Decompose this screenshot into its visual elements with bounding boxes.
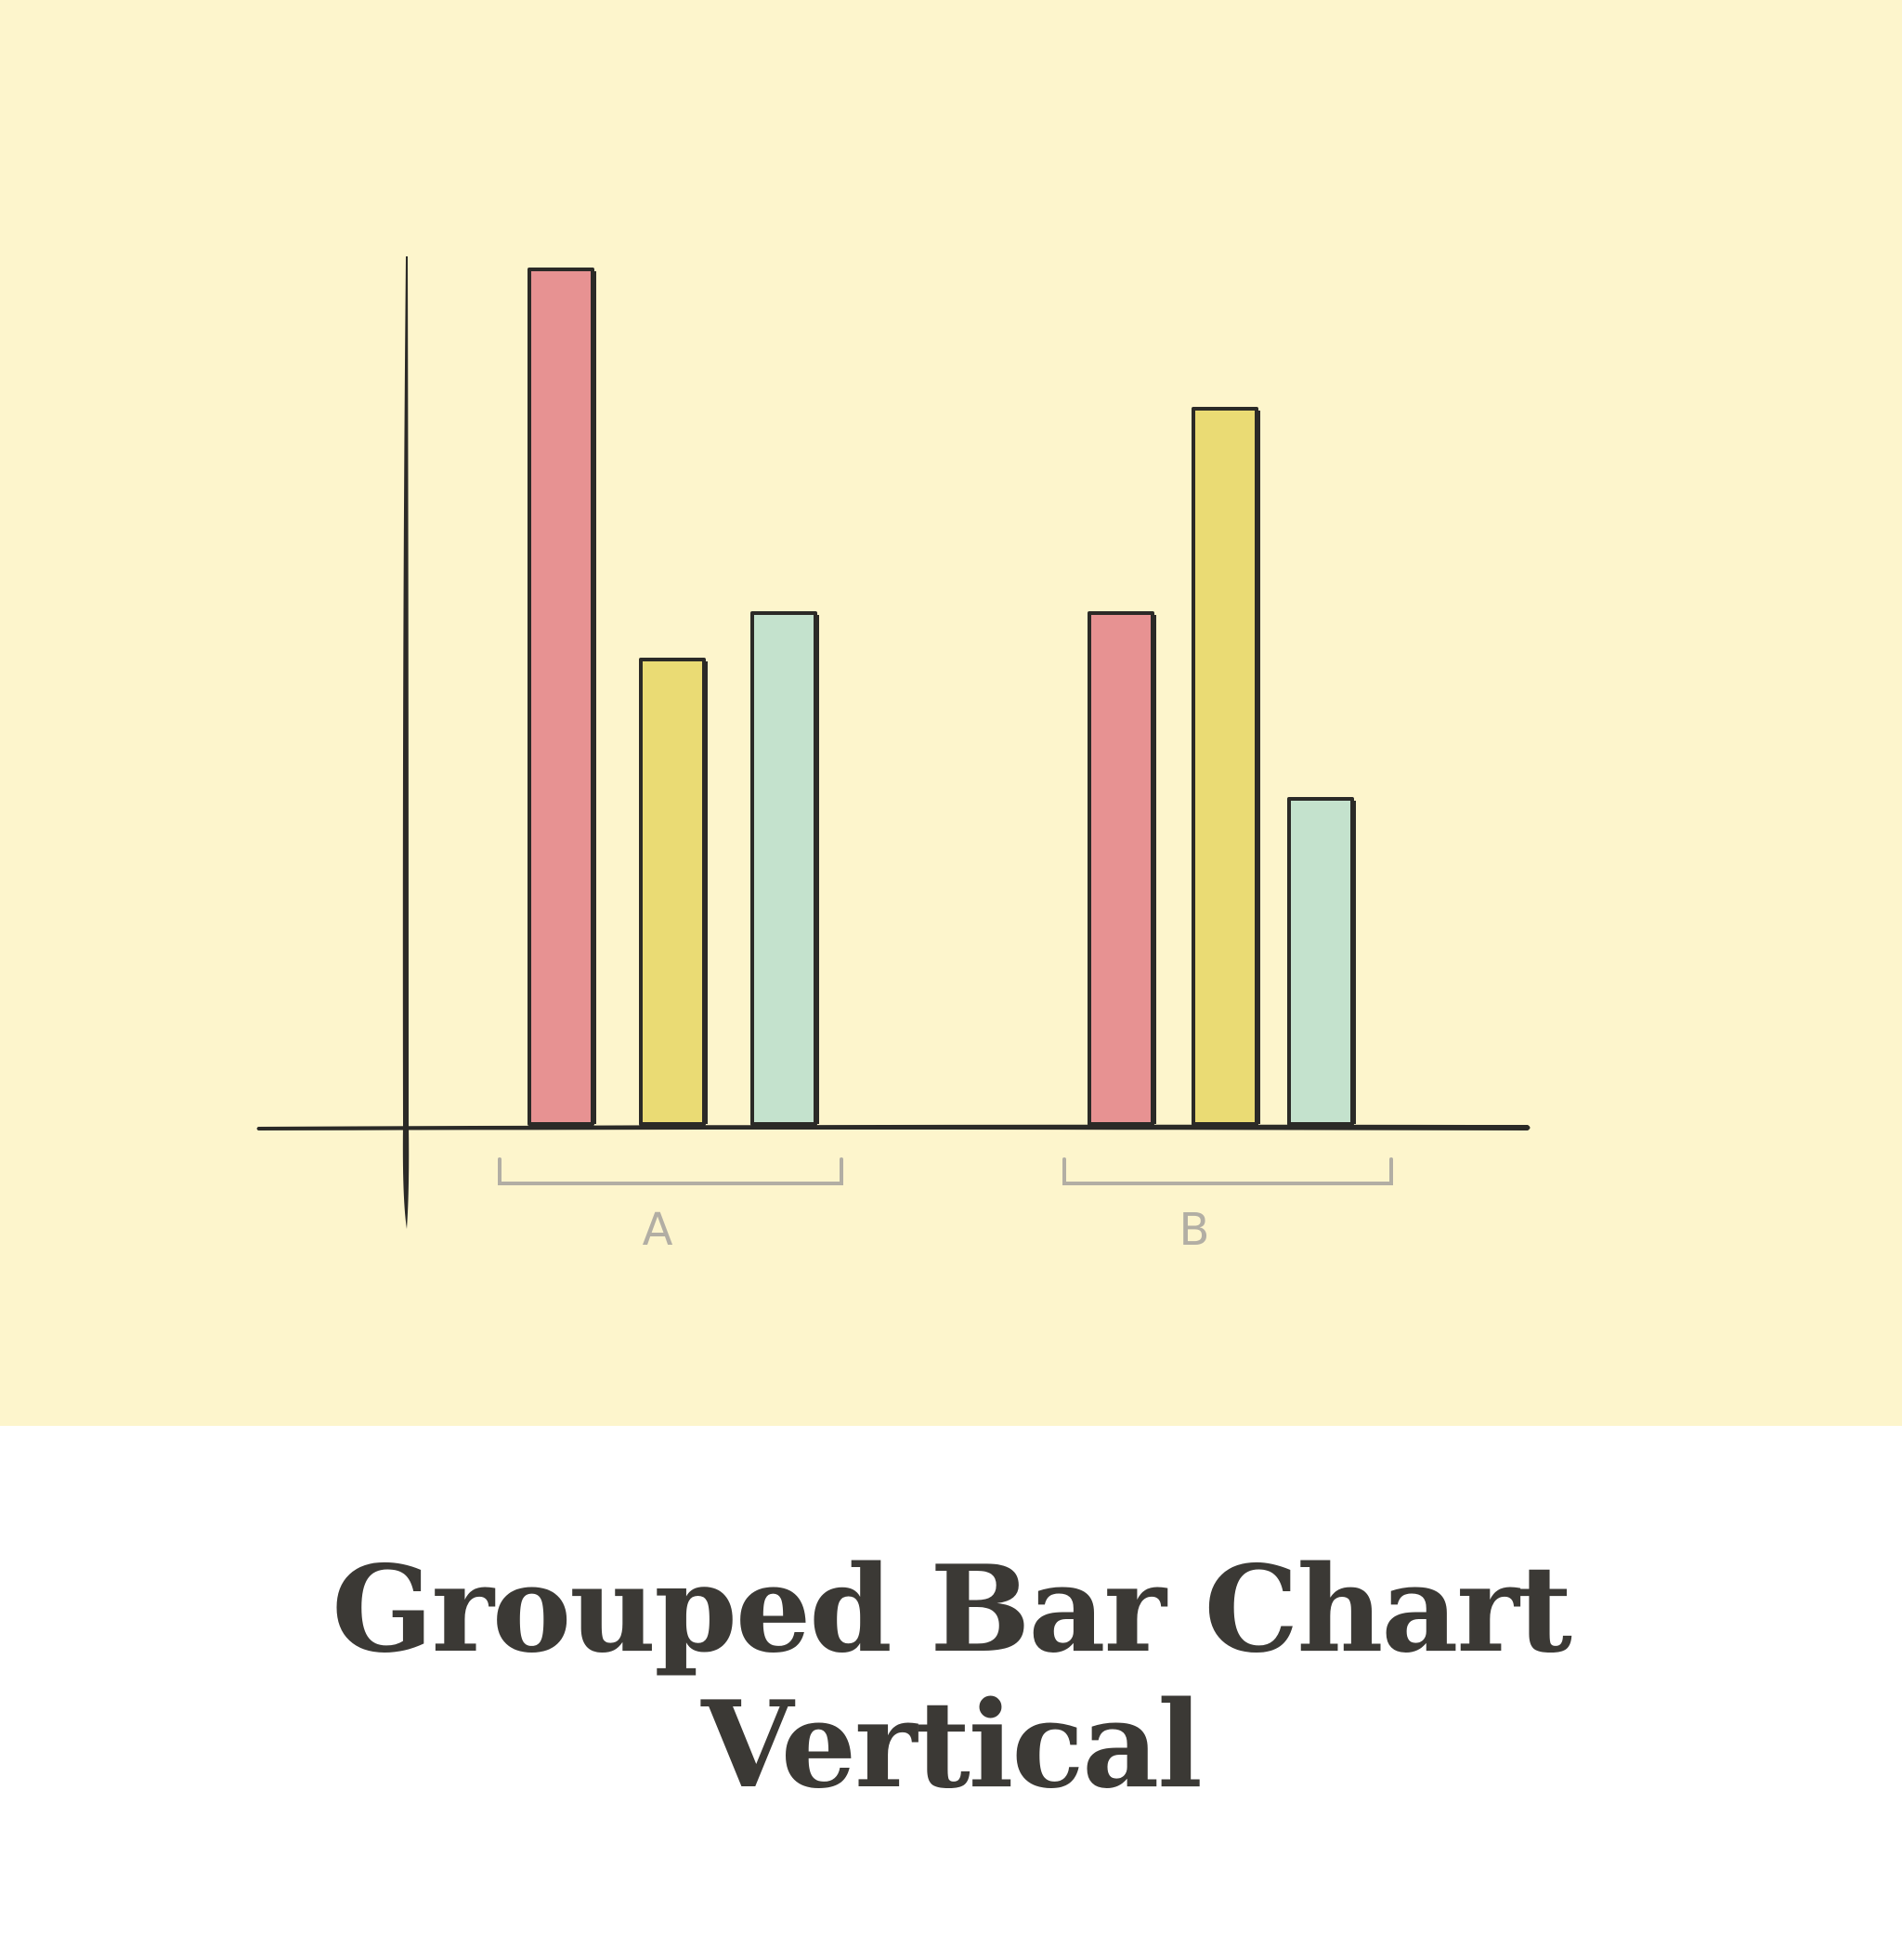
caption-line-2: Vertical — [701, 1676, 1203, 1815]
bar-b-series-3 — [1287, 797, 1354, 1126]
chart-caption: Grouped Bar Chart Vertical — [0, 1542, 1902, 1813]
bar-b-series-1 — [1088, 611, 1154, 1126]
bar-a-series-3 — [750, 611, 817, 1126]
x-tick-label-b: B — [1179, 1204, 1210, 1256]
bars-layer — [528, 268, 1356, 1126]
caption-line-1: Grouped Bar Chart — [332, 1540, 1572, 1679]
x-axis — [256, 1124, 1531, 1130]
bar-b-series-2 — [1192, 407, 1258, 1126]
bracket-b — [1062, 1157, 1393, 1185]
bar-a-series-2 — [639, 658, 706, 1126]
bar-a-series-1 — [528, 268, 594, 1126]
x-tick-label-a: A — [643, 1204, 673, 1256]
y-axis — [402, 256, 410, 1229]
bracket-a — [498, 1157, 843, 1185]
